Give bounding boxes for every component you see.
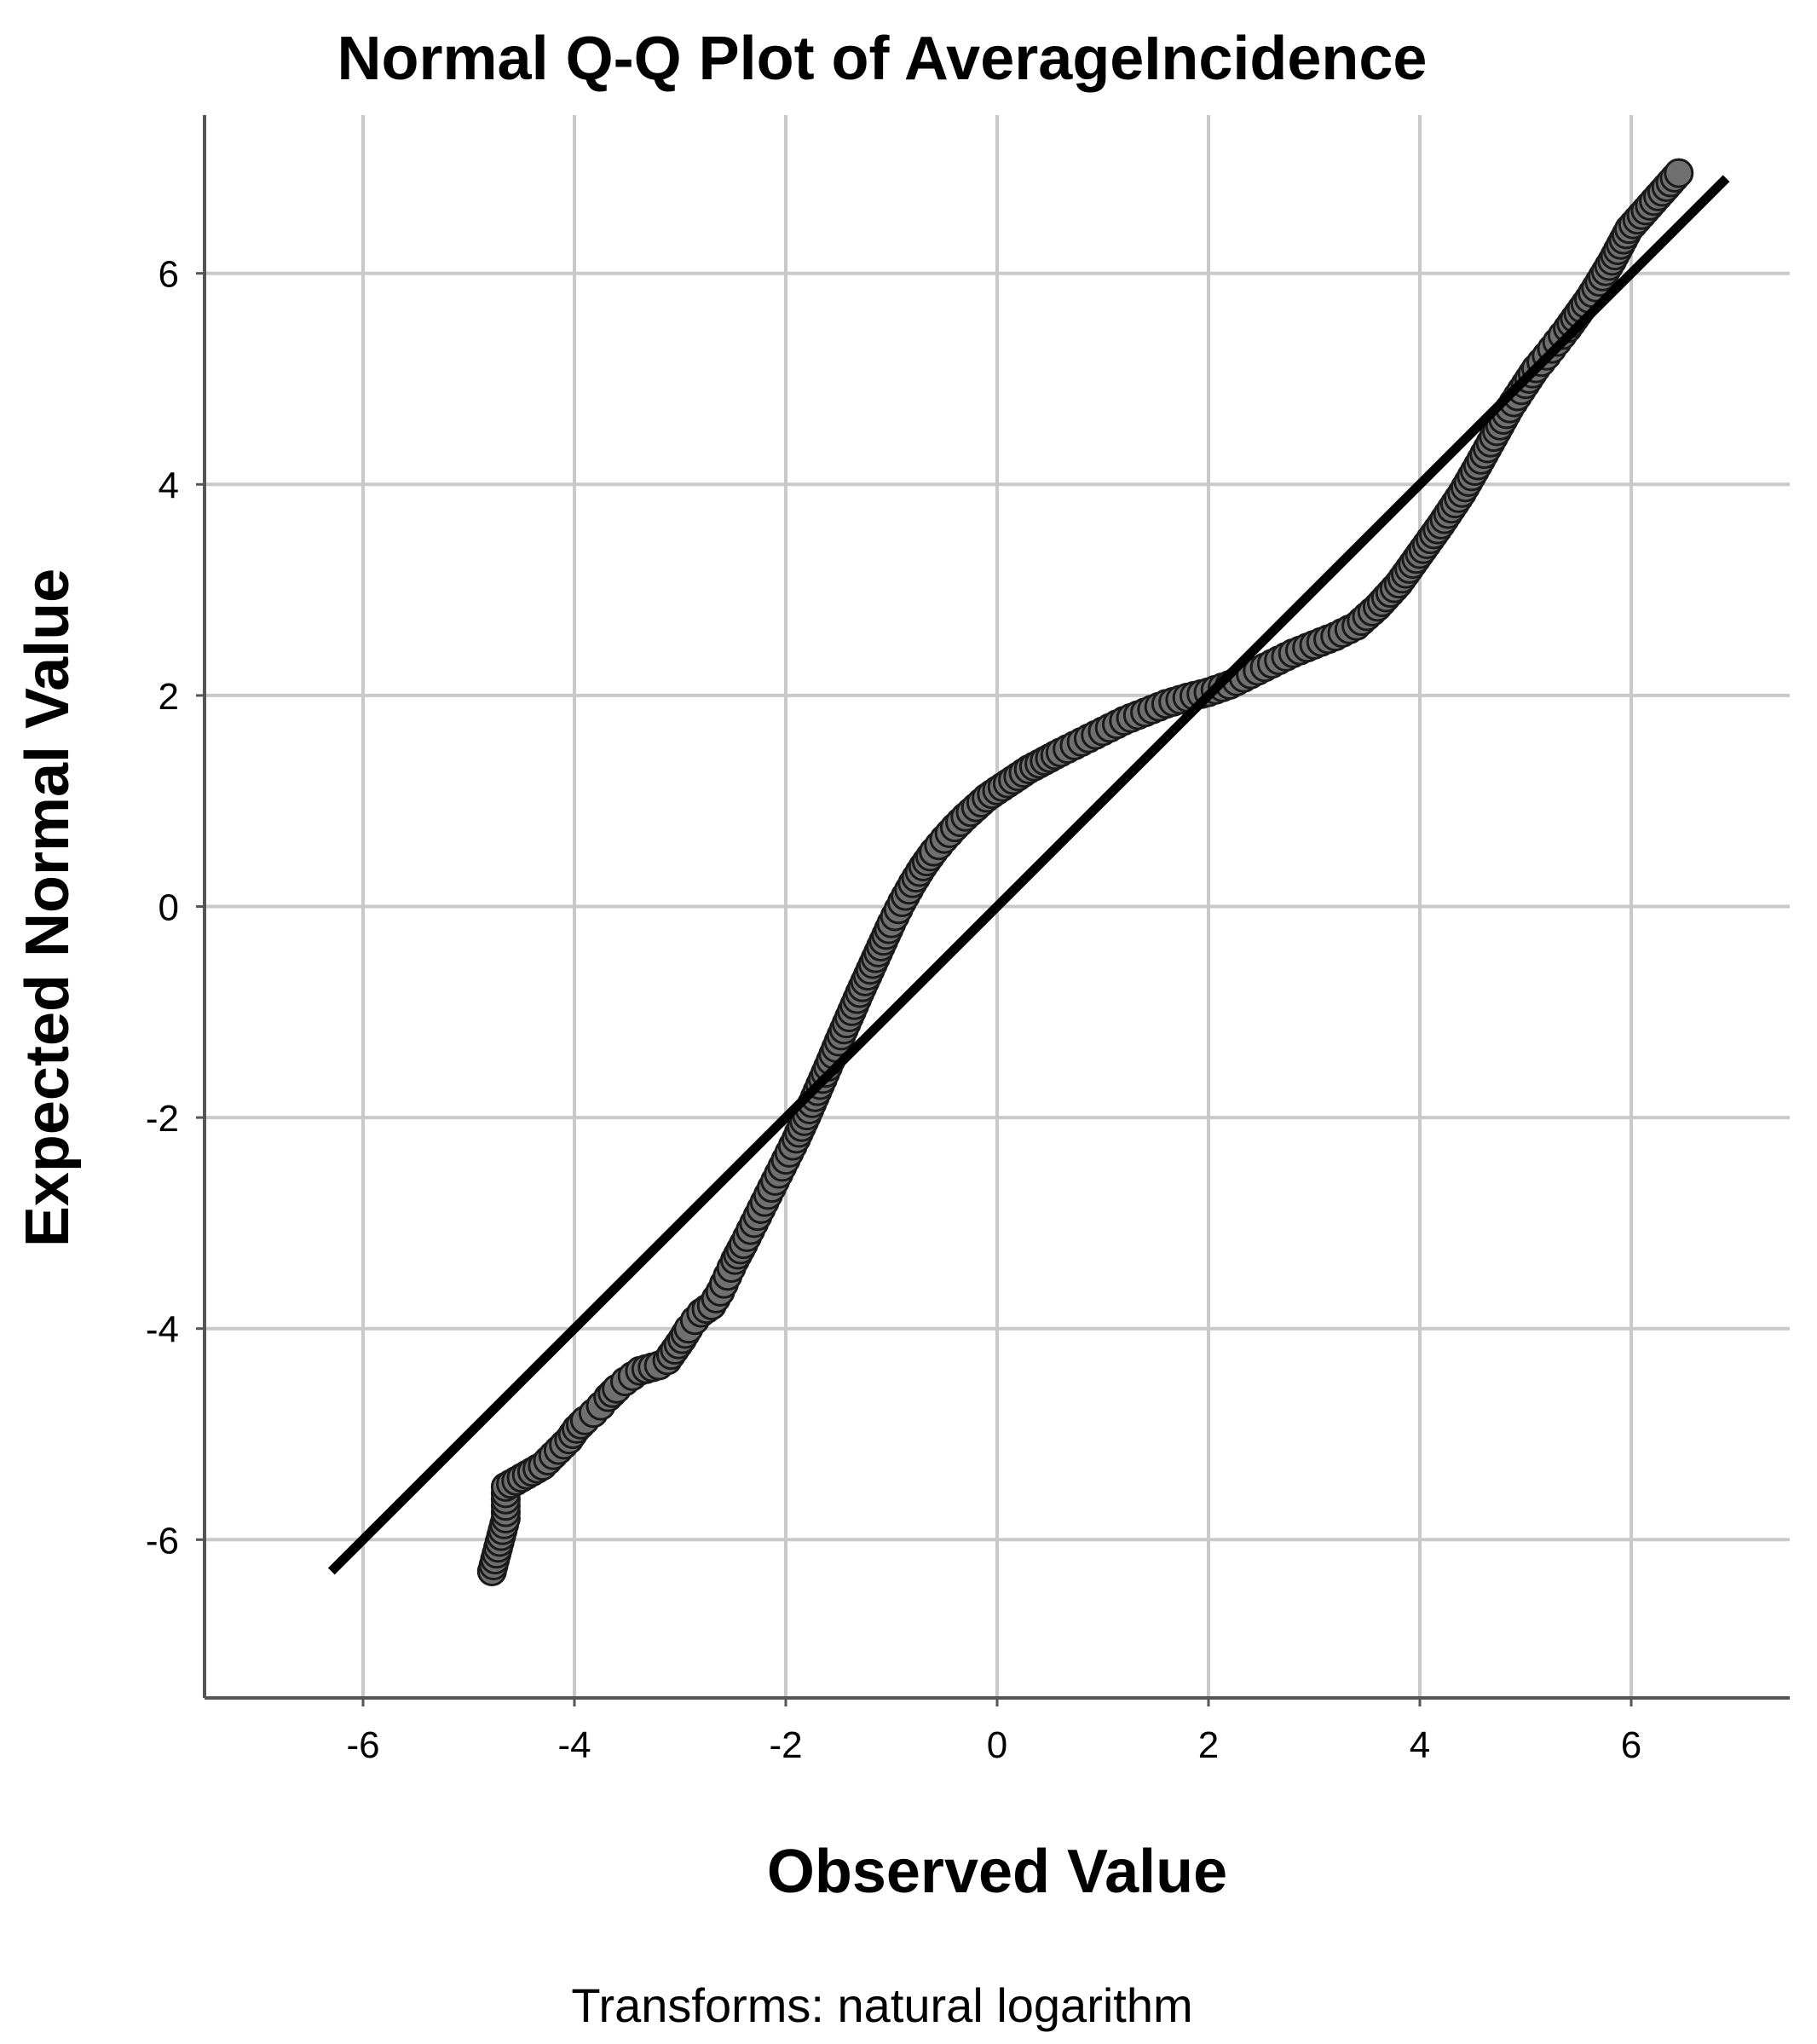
y-axis-title: Expected Normal Value [14, 569, 82, 1247]
y-tick-label: -6 [146, 1520, 179, 1562]
y-tick-label: 4 [159, 465, 179, 506]
x-tick-label: -6 [346, 1724, 379, 1766]
y-tick-labels: -6 -4 -2 0 2 4 6 [146, 254, 179, 1562]
y-tick-label: -2 [146, 1098, 179, 1140]
reference-line [327, 175, 1730, 1575]
y-tick-label: -4 [146, 1309, 179, 1351]
x-axis-title: Observed Value [767, 1838, 1227, 1906]
data-points [476, 158, 1694, 1586]
gridlines [205, 115, 1790, 1698]
x-tick-label: 0 [987, 1724, 1007, 1766]
plot-area [196, 115, 1790, 1706]
x-tick-labels: -6 -4 -2 0 2 4 6 [346, 1724, 1641, 1766]
transform-footnote: Transforms: natural logarithm [571, 1978, 1192, 2032]
chart-title: Normal Q-Q Plot of AverageIncidence [337, 25, 1428, 93]
x-tick-label: 4 [1410, 1724, 1430, 1766]
x-tick-label: 2 [1198, 1724, 1219, 1766]
y-tick-label: 0 [159, 887, 179, 929]
y-tick-label: 2 [159, 676, 179, 718]
x-tick-label: 6 [1621, 1724, 1641, 1766]
x-tick-label: -4 [557, 1724, 591, 1766]
x-tick-label: -2 [769, 1724, 802, 1766]
data-point [1664, 158, 1694, 188]
y-tick-label: 6 [159, 254, 179, 296]
